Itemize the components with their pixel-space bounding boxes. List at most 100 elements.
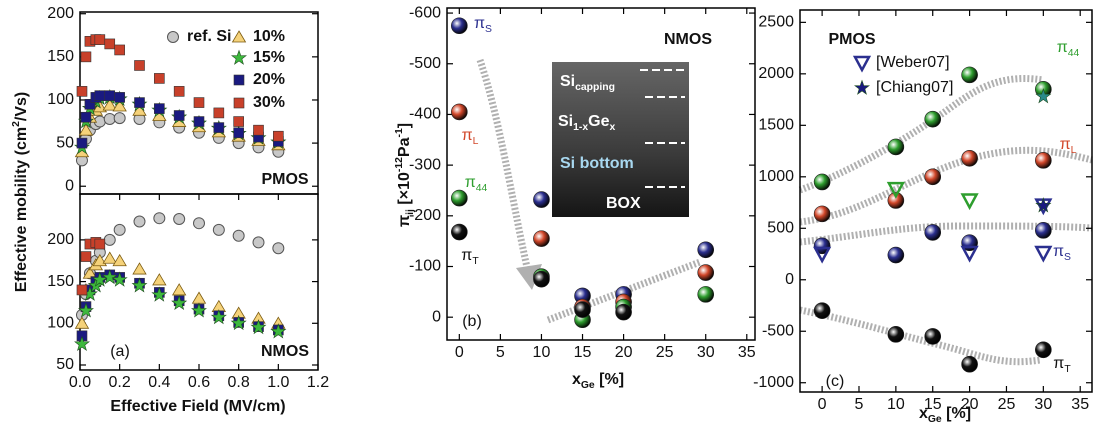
x-tick-label: 25 <box>998 396 1016 413</box>
point <box>1035 152 1052 169</box>
point <box>131 277 148 293</box>
y-tick-label: 0 <box>432 308 441 325</box>
y-axis-label: Effective mobility (cm2/Vs) <box>11 92 30 293</box>
series-label: πL <box>462 127 479 147</box>
point <box>193 116 205 127</box>
text-part: 2 <box>11 121 22 127</box>
point <box>210 309 227 325</box>
y-tick-label: 1000 <box>758 168 794 185</box>
point <box>74 335 90 351</box>
text-part: x <box>610 122 616 133</box>
x-tick-label: 0.2 <box>109 374 131 391</box>
point <box>102 98 117 111</box>
inset-image <box>552 62 689 217</box>
x-tick-label: 25 <box>656 344 674 361</box>
point <box>80 251 92 262</box>
inset <box>552 62 689 217</box>
inset-label: Si bottom <box>560 155 634 172</box>
x-tick-label: 5 <box>496 344 505 361</box>
point <box>1035 197 1052 213</box>
series-label: πT <box>461 247 479 267</box>
legend-label: 10% <box>253 28 285 45</box>
text-part: [%] <box>595 371 624 388</box>
y-tick-label: -1000 <box>753 374 794 391</box>
annotation: (a) <box>110 343 130 360</box>
x-tick-label: 10 <box>533 344 551 361</box>
point <box>152 273 167 286</box>
point <box>887 246 905 264</box>
y-tick-label: 2500 <box>758 14 794 31</box>
x-axis-label: xGe [%] <box>572 371 624 391</box>
point <box>114 92 125 103</box>
y-tick-label: 50 <box>56 356 74 373</box>
x-axis-label: Effective Field (MV/cm) <box>110 398 285 415</box>
y-tick-label: -400 <box>409 106 441 123</box>
x-tick-label: 30 <box>697 344 715 361</box>
y-axis-label: πij [×10-12Pa-1] <box>394 123 416 227</box>
point <box>213 107 225 119</box>
legend-marker <box>233 74 245 86</box>
point <box>272 242 285 255</box>
y-tick-label: 0 <box>65 177 74 194</box>
point <box>233 116 244 127</box>
annotation: PMOS <box>261 171 308 188</box>
y-tick-label: -200 <box>409 207 441 224</box>
point <box>924 328 942 345</box>
guide-line <box>799 222 1093 246</box>
point <box>233 127 244 139</box>
y-tick-label: 200 <box>47 231 74 248</box>
point <box>151 286 168 302</box>
y-tick-label: 500 <box>767 220 794 237</box>
point <box>961 149 978 167</box>
point <box>94 90 106 101</box>
point <box>924 168 942 186</box>
text-part: Pa <box>396 137 413 157</box>
point <box>212 223 225 236</box>
point <box>451 189 468 207</box>
y-tick-label: 200 <box>47 5 74 22</box>
annotation: PMOS <box>828 31 875 48</box>
point <box>154 73 165 84</box>
point <box>78 123 94 136</box>
y-tick-label: -300 <box>409 156 441 173</box>
point <box>80 51 92 63</box>
guide-arrow <box>476 58 532 273</box>
text-part: BOX <box>606 195 641 212</box>
y-tick-label: -600 <box>409 4 441 21</box>
point <box>104 38 116 50</box>
y-tick-label: 100 <box>47 91 74 108</box>
point <box>102 251 117 264</box>
series-label: πS <box>1053 243 1071 263</box>
x-tick-label: 15 <box>924 396 942 413</box>
guide-line <box>798 75 1044 194</box>
legend-marker <box>854 79 870 95</box>
legend-marker <box>231 30 247 43</box>
point <box>191 291 207 304</box>
point <box>193 217 205 230</box>
point <box>94 34 106 45</box>
point <box>134 97 145 108</box>
annotation: NMOS <box>664 31 712 48</box>
point <box>173 110 185 121</box>
x-tick-label: 20 <box>961 396 979 413</box>
arrow-head <box>516 264 542 290</box>
x-tick-label: 0.0 <box>69 374 91 391</box>
annotation: (b) <box>462 313 482 330</box>
point <box>77 302 94 318</box>
point <box>82 266 98 279</box>
point <box>960 193 979 211</box>
inset-label: Si1-xGex <box>558 113 616 133</box>
text-part: Si bottom <box>560 155 634 172</box>
point <box>76 137 88 149</box>
y-tick-label: 0 <box>785 271 794 288</box>
x-tick-label: 0.4 <box>148 374 170 391</box>
text-part: Effective Field (MV/cm) <box>110 398 285 415</box>
point <box>171 283 187 296</box>
point <box>112 253 127 267</box>
point <box>213 122 225 133</box>
point <box>813 205 831 223</box>
point <box>111 271 128 287</box>
text-part: /Vs) <box>13 92 30 121</box>
